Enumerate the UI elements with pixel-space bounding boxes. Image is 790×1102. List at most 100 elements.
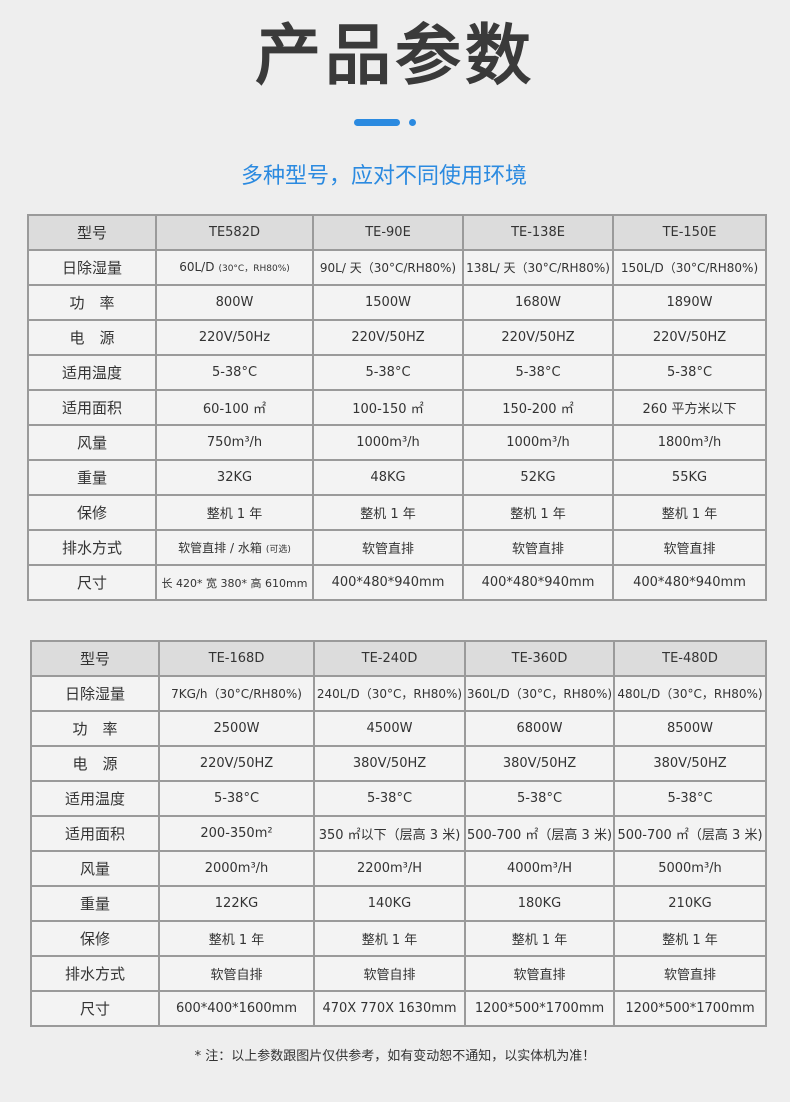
table-cell: 140KG (313, 885, 466, 922)
table-cell: 220V/50Hz (155, 319, 314, 356)
table-cell: 220V/50HZ (312, 319, 464, 356)
cell-value: 220V/50HZ (652, 330, 727, 345)
table-cell: 470X 770X 1630mm (313, 990, 466, 1027)
cell-value: 480L/D（30°C，RH80%) (617, 687, 763, 701)
cell-value: 360L/D（30°C，RH80%) (466, 687, 613, 701)
cell-value: 210KG (668, 896, 712, 911)
cell-value: 软管直排 (663, 968, 716, 983)
table-cell: 380V/50HZ (313, 745, 466, 782)
cell-value: 400*480*940mm (633, 575, 746, 590)
table-cell: 350 ㎡以下（层高 3 米) (313, 815, 466, 852)
table-cell: 260 平方米以下 (612, 389, 767, 426)
cell-value: 1890W (666, 295, 713, 310)
table-cell: 60-100 ㎡ (155, 389, 314, 426)
table-cell: 8500W (613, 710, 767, 747)
table-row: 风量 2000m³/h 2200m³/H 4000m³/H 5000m³/h (30, 850, 767, 887)
cell-value: 1500W (365, 295, 411, 310)
row-label: 排水方式 (30, 955, 160, 992)
table-cell: 5-38°C (613, 780, 767, 817)
model-name: TE-240D (313, 640, 466, 677)
table-row: 重量 32KG 48KG 52KG 55KG (27, 459, 767, 496)
table-cell: 500-700 ㎡（层高 3 米) (464, 815, 615, 852)
cell-value: 2000m³/h (204, 861, 269, 876)
table-cell: 750m³/h (155, 424, 314, 461)
row-label: 适用温度 (27, 354, 157, 391)
cell-value: 长 420* 宽 380* 高 610mm (161, 576, 308, 590)
table-cell: 软管直排 (462, 529, 614, 566)
cell-value: 整机 1 年 (510, 507, 566, 522)
cell-value: 800W (215, 295, 254, 310)
accent-bar (354, 119, 400, 126)
cell-value: 5-38°C (666, 365, 713, 380)
table-cell: 4000m³/H (464, 850, 615, 887)
cell-value: 软管直排 / 水箱 (178, 541, 262, 555)
table-cell: 360L/D（30°C，RH80%) (464, 675, 615, 712)
model-name: TE-90E (312, 214, 464, 251)
cell-value: 220V/50HZ (501, 330, 575, 345)
table-cell: 整机 1 年 (462, 494, 614, 531)
table-cell: 整机 1 年 (158, 920, 315, 957)
cell-value: 1680W (515, 295, 561, 310)
table-cell: 1000m³/h (312, 424, 464, 461)
cell-value: 整机 1 年 (511, 933, 568, 948)
cell-value: 60-100 ㎡ (202, 402, 267, 417)
table-cell: 220V/50HZ (612, 319, 767, 356)
table-cell: 5-38°C (312, 354, 464, 391)
cell-value: 5-38°C (515, 365, 561, 380)
table-cell: 软管直排 (613, 955, 767, 992)
cell-value: 2200m³/H (356, 861, 423, 876)
table-cell: 1000m³/h (462, 424, 614, 461)
row-label: 电 源 (30, 745, 160, 782)
cell-value: 5000m³/h (658, 861, 722, 876)
table-cell: 5-38°C (158, 780, 315, 817)
cell-value: 500-700 ㎡（层高 3 米) (466, 828, 613, 843)
row-label: 功 率 (27, 284, 157, 321)
spec-table-1: 型号 TE582D TE-90E TE-138E TE-150E 日除湿量 60L/D (30… (27, 214, 767, 601)
table-cell: 52KG (462, 459, 614, 496)
cell-value: 180KG (517, 896, 562, 911)
small-note: (可选) (265, 545, 291, 555)
cell-value: 软管自排 (363, 968, 416, 983)
cell-value: 122KG (214, 896, 259, 911)
cell-value: 1200*500*1700mm (474, 1001, 605, 1016)
row-label: 型号 (27, 214, 157, 251)
cell-value: 90L/ 天（30°C/RH80%) (319, 261, 457, 275)
table-row: 尺寸长 420* 宽 380* 高 610mm 400*480*940mm 400*… (27, 564, 767, 601)
cell-value: 240L/D（30°C，RH80%) (316, 687, 463, 701)
table-cell: 7KG/h（30°C/RH80%) (158, 675, 315, 712)
cell-value: 5-38°C (211, 365, 258, 380)
table-row: 适用面积 60-100 ㎡ 100-150 ㎡ 150-200 ㎡ 260 平方米以下 (27, 389, 767, 426)
cell-value: 整机 1 年 (661, 507, 718, 522)
table-row: 功 率 2500W 4500W 6800W 8500W (30, 710, 767, 747)
table-row: 日除湿量 60L/D (30°C，RH80%) 90L/ 天（30°C/RH80%) 1… (27, 249, 767, 286)
cell-value: 400*480*940mm (331, 575, 445, 590)
table-cell: 600*400*1600mm (158, 990, 315, 1027)
header-row: 型号 TE-168D TE-240D TE-360D TE-480D (30, 640, 767, 677)
table-cell: 1890W (612, 284, 767, 321)
cell-value: 1200*500*1700mm (625, 1001, 755, 1016)
cell-value: 软管直排 (361, 542, 414, 557)
table-cell: 138L/ 天（30°C/RH80%) (462, 249, 614, 286)
cell-value: 48KG (370, 470, 406, 485)
table-cell: 软管自排 (158, 955, 315, 992)
cell-value: 4500W (366, 721, 413, 736)
table-row: 适用温度 5-38°C 5-38°C 5-38°C 5-38°C (30, 780, 767, 817)
cell-value: 整机 1 年 (662, 933, 718, 948)
table-cell: 48KG (312, 459, 464, 496)
cell-value: 470X 770X 1630mm (322, 1001, 457, 1016)
table-cell: 122KG (158, 885, 315, 922)
cell-value: 7KG/h（30°C/RH80%) (171, 687, 302, 701)
cell-value: 整机 1 年 (361, 933, 418, 948)
cell-value: 5-38°C (213, 791, 260, 806)
table-cell: 220V/50HZ (158, 745, 315, 782)
table-cell: 90L/ 天（30°C/RH80%) (312, 249, 464, 286)
table-row: 尺寸 600*400*1600mm 470X 770X 1630mm 1200*500… (30, 990, 767, 1027)
table-row: 适用面积 200-350m² 350 ㎡以下（层高 3 米) 500-700 ㎡（层高… (30, 815, 767, 852)
cell-value: 600*400*1600mm (175, 1001, 298, 1016)
row-label: 尺寸 (30, 990, 160, 1027)
table-cell: 软管直排 (612, 529, 767, 566)
cell-value: 500-700 ㎡（层高 3 米) (617, 828, 763, 843)
cell-value: 200-350m² (200, 826, 273, 841)
table-row: 保修 整机 1 年 整机 1 年 整机 1 年 整机 1 年 (30, 920, 767, 957)
cell-value: 60L/D (179, 260, 215, 274)
